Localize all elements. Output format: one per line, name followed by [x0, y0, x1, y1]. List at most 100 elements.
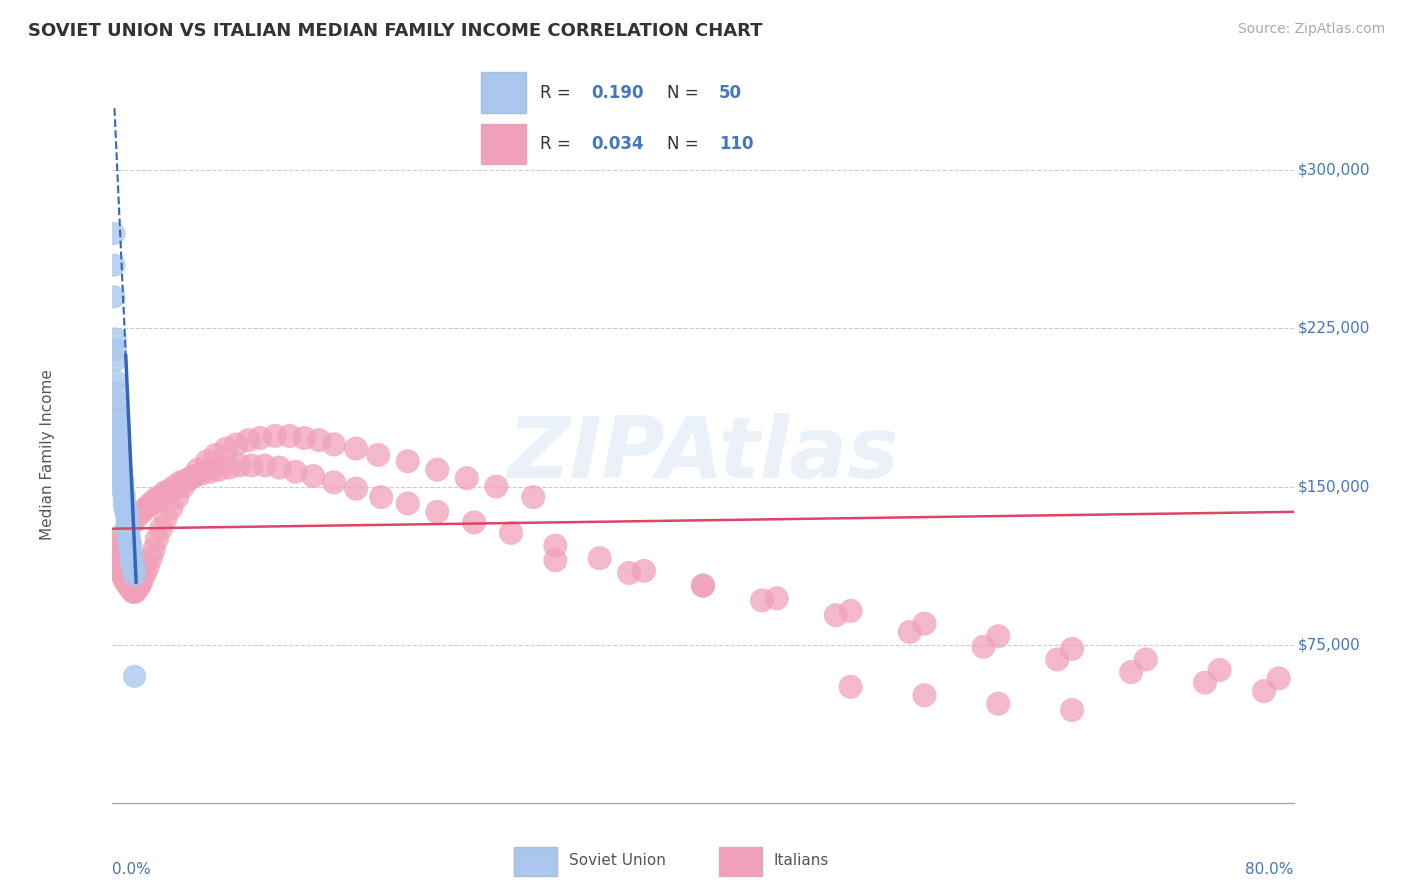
Point	[751, 593, 773, 607]
Point	[1046, 652, 1069, 666]
Point	[302, 469, 325, 483]
Point	[120, 541, 142, 555]
Point	[898, 625, 921, 640]
Point	[692, 579, 714, 593]
Point	[105, 551, 128, 566]
Point	[198, 465, 221, 479]
Point	[129, 576, 152, 591]
Point	[323, 437, 346, 451]
Text: 0.190: 0.190	[592, 84, 644, 102]
Point	[153, 486, 176, 500]
Point	[112, 488, 135, 502]
Text: N =: N =	[668, 135, 699, 153]
Point	[163, 479, 186, 493]
Point	[103, 542, 125, 557]
Point	[1208, 663, 1232, 677]
Text: R =: R =	[540, 84, 571, 102]
Text: SOVIET UNION VS ITALIAN MEDIAN FAMILY INCOME CORRELATION CHART: SOVIET UNION VS ITALIAN MEDIAN FAMILY IN…	[28, 22, 762, 40]
Point	[344, 482, 367, 496]
Point	[124, 669, 146, 683]
Point	[269, 460, 291, 475]
Point	[120, 539, 142, 553]
Point	[117, 519, 138, 533]
Point	[344, 442, 367, 456]
Text: 80.0%: 80.0%	[1246, 862, 1294, 877]
Point	[238, 433, 260, 447]
Point	[108, 533, 131, 547]
Point	[104, 353, 127, 368]
Point	[118, 522, 141, 536]
Point	[284, 465, 307, 479]
Point	[208, 463, 231, 477]
Point	[124, 564, 146, 578]
Point	[121, 549, 143, 563]
Point	[633, 564, 655, 578]
Point	[110, 463, 132, 477]
Point	[619, 566, 641, 580]
Point	[108, 559, 131, 574]
Point	[114, 505, 136, 519]
Point	[128, 579, 150, 593]
Point	[107, 420, 129, 434]
Point	[205, 448, 228, 462]
Point	[485, 479, 508, 493]
Point	[118, 528, 141, 542]
Bar	[515, 847, 557, 876]
Point	[104, 547, 127, 561]
Point	[987, 629, 1010, 643]
Point	[107, 412, 129, 426]
Text: ZIPAtlas: ZIPAtlas	[508, 413, 898, 497]
Point	[240, 458, 263, 473]
Point	[127, 581, 149, 595]
Point	[169, 475, 191, 490]
Point	[1062, 703, 1084, 717]
Point	[114, 500, 136, 515]
Point	[190, 467, 212, 481]
Text: 0.0%: 0.0%	[112, 862, 152, 877]
Point	[228, 458, 250, 473]
Point	[135, 500, 157, 515]
Text: R =: R =	[540, 135, 571, 153]
Point	[253, 458, 276, 473]
Text: Source: ZipAtlas.com: Source: ZipAtlas.com	[1237, 22, 1385, 37]
Bar	[481, 124, 526, 164]
Point	[107, 556, 129, 570]
Point	[323, 475, 346, 490]
Point	[588, 551, 610, 566]
Point	[110, 469, 132, 483]
Point	[195, 454, 218, 468]
Point	[839, 604, 862, 618]
Point	[121, 582, 143, 597]
Point	[987, 697, 1010, 711]
Point	[103, 290, 125, 304]
Point	[121, 551, 143, 566]
Point	[426, 463, 449, 477]
Point	[120, 534, 142, 549]
Point	[463, 516, 485, 530]
Point	[118, 525, 141, 540]
Point	[105, 395, 128, 409]
Point	[111, 568, 134, 582]
Point	[766, 591, 789, 606]
Point	[108, 454, 131, 468]
Point	[824, 608, 846, 623]
Point	[114, 574, 136, 589]
Point	[131, 505, 153, 519]
Point	[1253, 684, 1275, 698]
Point	[1119, 665, 1142, 679]
Point	[111, 473, 134, 487]
Point	[134, 566, 156, 580]
Point	[157, 483, 180, 498]
Point	[104, 332, 127, 346]
Point	[117, 576, 138, 591]
Point	[180, 471, 202, 485]
Point	[150, 522, 173, 536]
Text: $150,000: $150,000	[1298, 479, 1371, 494]
Point	[122, 585, 145, 599]
Point	[131, 572, 153, 586]
Point	[120, 581, 142, 595]
Point	[146, 533, 169, 547]
Text: $300,000: $300,000	[1298, 163, 1371, 178]
Point	[914, 688, 936, 702]
Point	[155, 511, 177, 525]
